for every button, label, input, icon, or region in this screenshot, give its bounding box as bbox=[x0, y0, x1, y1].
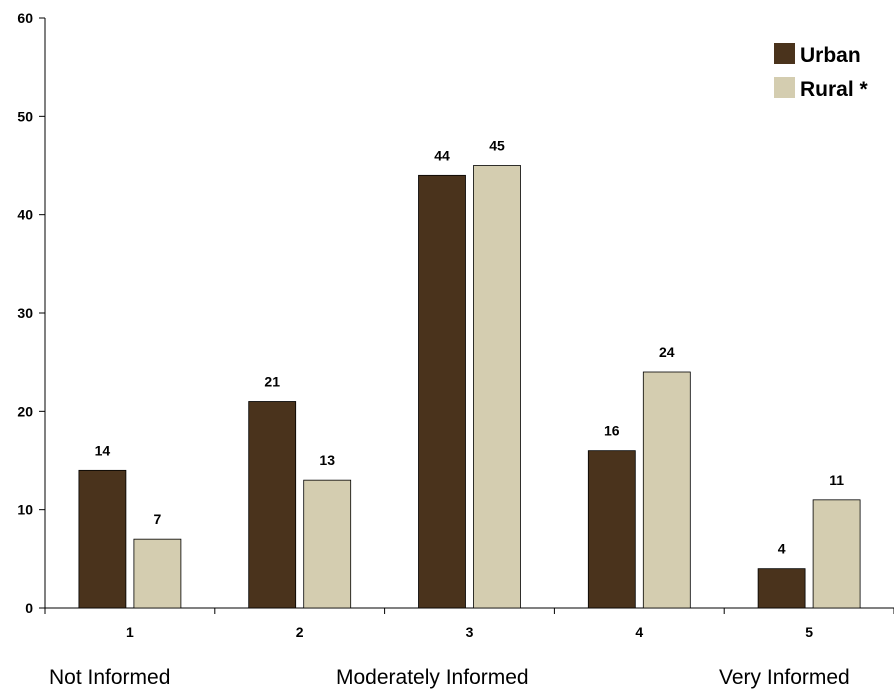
legend-label-rural: Rural * bbox=[800, 78, 869, 101]
y-tick-label: 20 bbox=[17, 403, 33, 419]
y-tick-label: 40 bbox=[17, 207, 33, 223]
bar-urban-1 bbox=[78, 469, 127, 609]
data-label: 24 bbox=[659, 344, 675, 360]
y-tick-label: 50 bbox=[17, 108, 33, 124]
data-label: 14 bbox=[95, 442, 111, 458]
bar-rural-3 bbox=[473, 165, 521, 609]
bar-rural-2 bbox=[303, 479, 352, 609]
bars bbox=[78, 165, 861, 609]
x-tick-label: 5 bbox=[805, 624, 813, 640]
data-label: 44 bbox=[434, 147, 450, 163]
scale-label-right: Very Informed bbox=[719, 666, 850, 689]
data-label: 16 bbox=[604, 423, 620, 439]
bar-urban-4 bbox=[587, 450, 636, 609]
x-tick-label: 3 bbox=[466, 624, 474, 640]
scale-label-middle: Moderately Informed bbox=[336, 666, 529, 689]
scale-label-left: Not Informed bbox=[49, 666, 171, 689]
bar-rural-4 bbox=[642, 371, 691, 609]
bar-urban-2 bbox=[248, 401, 297, 609]
legend: Urban Rural * bbox=[774, 43, 869, 101]
bar-rural-5 bbox=[812, 499, 861, 609]
y-tick-label: 60 bbox=[17, 10, 33, 26]
y-tick-label: 0 bbox=[25, 600, 33, 616]
y-tick-label: 30 bbox=[17, 305, 33, 321]
y-tick-label: 10 bbox=[17, 502, 33, 518]
x-tick-label: 2 bbox=[296, 624, 304, 640]
bar-urban-3 bbox=[418, 174, 466, 609]
data-label: 45 bbox=[489, 138, 505, 154]
legend-swatch-urban bbox=[774, 43, 795, 64]
x-tick-label: 1 bbox=[126, 624, 134, 640]
legend-swatch-rural bbox=[774, 77, 795, 98]
data-label: 4 bbox=[778, 541, 786, 557]
bar-urban-5 bbox=[757, 568, 806, 609]
data-label: 7 bbox=[154, 511, 162, 527]
bar-rural-1 bbox=[133, 538, 182, 609]
data-label: 11 bbox=[829, 472, 844, 488]
legend-label-urban: Urban bbox=[800, 44, 861, 67]
data-label: 21 bbox=[264, 374, 280, 390]
data-labels: 14 7 21 13 44 45 16 24 4 11 bbox=[95, 138, 845, 557]
data-label: 13 bbox=[319, 452, 335, 468]
x-tick-label: 4 bbox=[635, 624, 643, 640]
